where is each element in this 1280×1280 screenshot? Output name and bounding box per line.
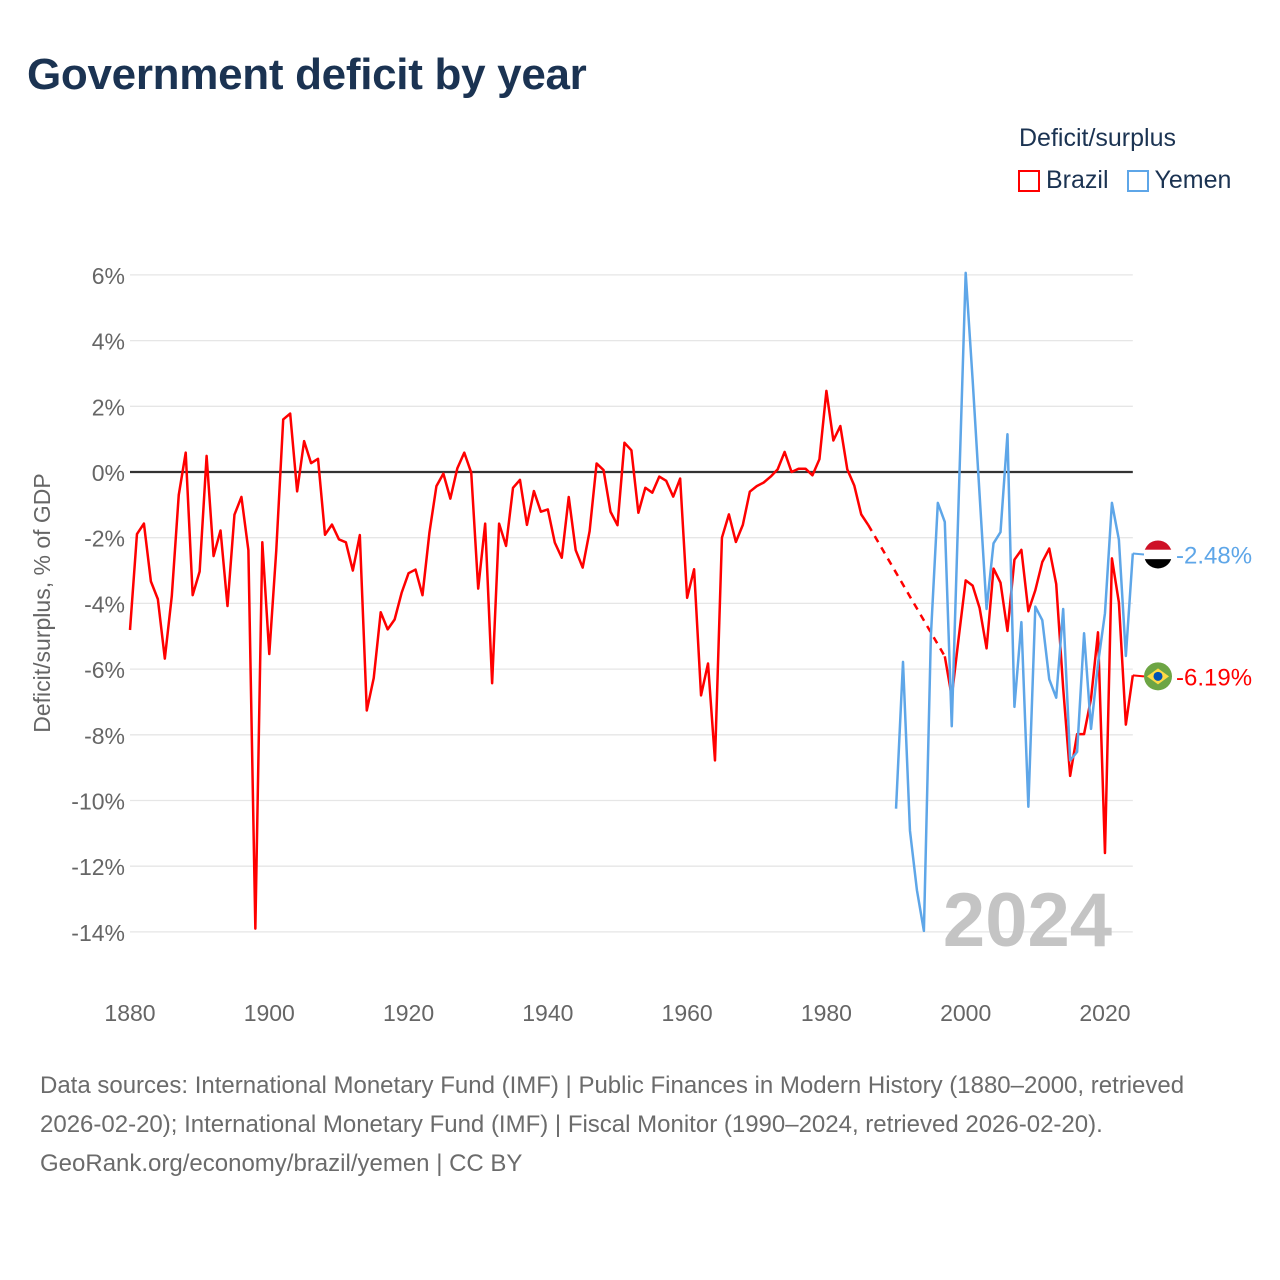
brazil-line (128, 389, 870, 930)
legend-label-brazil: Brazil (1046, 166, 1109, 194)
legend-item-brazil[interactable]: Brazil (1018, 166, 1109, 195)
brazil-label-connector (1132, 674, 1145, 678)
brazil-swatch (1018, 169, 1040, 192)
legend-label-yemen: Yemen (1154, 166, 1232, 194)
footer: Data sources: International Monetary Fun… (40, 1066, 1240, 1183)
yemen-flag-icon (1144, 559, 1172, 569)
y-tick-label: 4% (92, 329, 125, 355)
yemen-swatch (1126, 169, 1149, 192)
yemen-flag-icon (1144, 540, 1172, 550)
chart-title: Government deficit by year (27, 50, 587, 99)
legend: Brazil Yemen (1018, 166, 1231, 195)
y-tick-label: -6% (84, 657, 125, 683)
x-tick-label: 1980 (801, 1000, 852, 1026)
y-tick-label: -2% (84, 526, 125, 552)
brazil-line (943, 547, 1135, 855)
y-tick-label: 2% (92, 394, 125, 420)
x-tick-label: 1920 (383, 1000, 434, 1026)
y-tick-label: -12% (71, 854, 125, 880)
x-tick-label: 2000 (940, 1000, 991, 1026)
y-tick-label: 6% (92, 263, 125, 289)
yemen-flag-icon (1144, 549, 1172, 560)
year-watermark: 2024 (943, 878, 1112, 963)
y-tick-label: -8% (84, 723, 125, 749)
x-tick-label: 1900 (244, 1000, 295, 1026)
y-tick-label: 0% (92, 460, 125, 486)
x-tick-label: 1960 (662, 1000, 713, 1026)
x-tick-label: 1880 (104, 1000, 155, 1026)
yemen-label-connector (1132, 552, 1145, 556)
brazil-flag-icon (1153, 671, 1163, 681)
chart-svg: 6% 4% 2% 0% -2% -4% -6% -8% -10% -12% -14% 1880 1900… (29, 263, 1252, 1026)
x-tick-label: 2020 (1079, 1000, 1130, 1026)
yemen-end-label: -2.48% (1176, 542, 1252, 569)
yemen-line (894, 271, 1135, 933)
brazil-end-label: -6.19% (1176, 664, 1252, 691)
x-tick-label: 1940 (522, 1000, 573, 1026)
data-sources: Data sources: International Monetary Fun… (40, 1072, 1185, 1138)
legend-item-yemen[interactable]: Yemen (1126, 166, 1232, 195)
y-tick-label: -14% (71, 920, 125, 946)
legend-title: Deficit/surplus (1019, 124, 1176, 152)
y-axis-label: Deficit/surplus, % of GDP (29, 473, 55, 732)
y-tick-label: -10% (71, 789, 125, 815)
y-tick-label: -4% (84, 591, 125, 617)
credit: GeoRank.org/economy/brazil/yemen | CC BY (40, 1150, 523, 1177)
